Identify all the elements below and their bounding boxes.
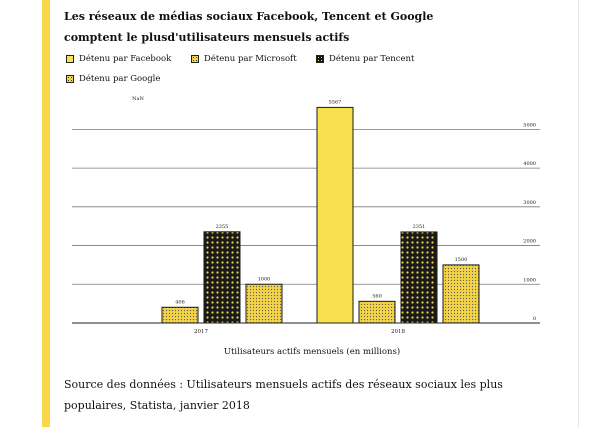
- page-margin-right: [578, 0, 612, 427]
- legend-item-google: Détenu par Google: [66, 74, 160, 84]
- bars: [161, 106, 480, 324]
- bar: [358, 300, 396, 324]
- y-tick-label: 3000: [523, 200, 536, 206]
- missing-value-label: NaN: [132, 96, 144, 102]
- legend-swatch-microsoft: [191, 55, 199, 63]
- bar-value-label: 1000: [258, 276, 271, 282]
- y-tick-label: 0: [533, 316, 536, 322]
- bar: [161, 306, 199, 324]
- x-tick-label: 2018: [391, 329, 405, 335]
- legend-label-tencent: Détenu par Tencent: [329, 54, 415, 64]
- y-tick-label: 1000: [523, 277, 536, 283]
- legend-label-facebook: Détenu par Facebook: [79, 54, 172, 64]
- gridlines: [72, 128, 540, 285]
- bar-value-label: 5567: [329, 99, 342, 105]
- value-labels: NaN 406 2355 1000 5567 560 2351 1500: [132, 96, 467, 305]
- bar: [203, 231, 241, 324]
- y-tick-label: 4000: [523, 161, 536, 167]
- bar: [316, 106, 354, 324]
- page-margin-left: [0, 0, 42, 427]
- axes: 0 1000 2000 3000 4000 5000 2017 2018: [72, 122, 540, 335]
- bar-value-label: 2355: [216, 224, 229, 230]
- chart-card: [50, 0, 578, 427]
- x-axis-title: Utilisateurs actifs mensuels (en million…: [223, 347, 401, 357]
- bar-value-label: 1500: [455, 257, 468, 263]
- chart-title: Les réseaux de médias sociaux Facebook, …: [64, 10, 434, 44]
- legend-label-google: Détenu par Google: [79, 74, 161, 84]
- legend-swatch-google: [66, 75, 74, 83]
- legend-item-microsoft: Détenu par Microsoft: [191, 54, 297, 64]
- legend-swatch-facebook: [66, 55, 74, 63]
- source-note: Source des données : Utilisateurs mensue…: [64, 378, 503, 412]
- y-tick-label: 2000: [523, 239, 536, 245]
- bar-value-label: 2351: [413, 224, 426, 230]
- bar: [400, 231, 438, 324]
- legend-item-facebook: Détenu par Facebook: [66, 54, 171, 64]
- bar-value-label: 406: [175, 299, 185, 305]
- legend-label-microsoft: Détenu par Microsoft: [204, 54, 297, 64]
- bar: [442, 264, 480, 324]
- bar: [245, 283, 283, 324]
- accent-bar: [42, 0, 50, 427]
- y-tick-label: 5000: [523, 122, 536, 128]
- bar-value-label: 560: [372, 293, 382, 299]
- x-tick-label: 2017: [194, 329, 208, 335]
- legend-swatch-tencent: [316, 55, 324, 63]
- legend-item-tencent: Détenu par Tencent: [316, 54, 414, 64]
